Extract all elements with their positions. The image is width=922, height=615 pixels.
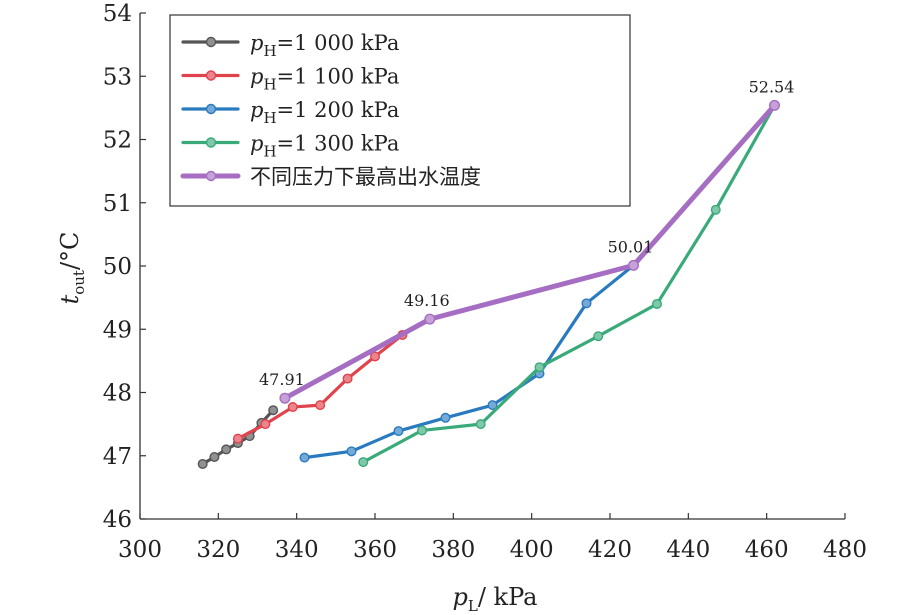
legend-label-sub: H — [263, 42, 276, 60]
legend-label: pH=1 200 kPa — [250, 98, 399, 127]
x-axis-title: pL/ kPa — [453, 583, 538, 615]
data-point — [475, 419, 486, 430]
data-point — [197, 458, 208, 469]
data-label: 47.91 — [259, 370, 305, 389]
series-4: 47.91 49.16 50.01 52.54 — [259, 77, 795, 404]
legend-label-sub: H — [263, 143, 276, 161]
series-line — [361, 103, 777, 464]
legend-label: pH=1 100 kPa — [250, 65, 399, 94]
legend-box — [169, 14, 631, 207]
x-tick-label: 420 — [588, 537, 632, 563]
data-point — [417, 425, 428, 436]
legend-swatch-marker — [205, 70, 217, 81]
legend-swatch-marker — [205, 137, 217, 148]
y-tick-label: 47 — [103, 444, 132, 470]
legend-label-main: 不同压力下最高出水温度 — [250, 165, 481, 189]
legend-swatch-marker — [205, 36, 217, 48]
data-point — [260, 419, 271, 430]
data-point — [487, 400, 498, 411]
legend-label: pH=1 300 kPa — [250, 132, 399, 161]
legend-label-rest: =1 300 kPa — [277, 132, 400, 156]
x-tick-label: 480 — [823, 537, 867, 563]
legend-label-main: p — [250, 31, 263, 55]
data-point — [534, 362, 545, 373]
data-point — [440, 412, 451, 423]
legend-label-sub: H — [263, 109, 276, 127]
data-point — [769, 99, 781, 111]
data-label: 52.54 — [749, 77, 795, 96]
y-axis-title-main: t — [56, 294, 84, 304]
y-axis-title-rest: /°C — [56, 232, 84, 270]
x-tick-label: 340 — [275, 537, 319, 563]
data-point — [710, 204, 721, 215]
y-axis-title-group: tout/°C — [56, 232, 88, 305]
x-tick-label: 320 — [196, 537, 240, 563]
y-axis-title-sub: out — [70, 270, 88, 295]
data-point — [652, 298, 663, 309]
data-label: 49.16 — [404, 291, 450, 310]
x-tick-label: 360 — [353, 537, 397, 563]
legend-label: 不同压力下最高出水温度 — [250, 165, 481, 189]
legend-label-sub: H — [263, 76, 276, 94]
x-tick-label: 300 — [118, 537, 162, 563]
legend-label-main: p — [250, 65, 263, 89]
data-point — [581, 298, 592, 309]
legend-label-rest: =1 000 kPa — [277, 31, 400, 55]
data-point — [268, 405, 279, 416]
x-tick-label: 460 — [745, 537, 789, 563]
legend-label-rest: =1 100 kPa — [277, 65, 400, 89]
x-axis-title-sub: L — [468, 597, 478, 615]
series-line — [282, 102, 777, 401]
y-tick-label: 54 — [103, 1, 132, 27]
data-point — [424, 313, 436, 325]
legend-label-main: p — [250, 98, 263, 122]
data-label: 50.01 — [608, 237, 654, 256]
x-tick-label: 380 — [431, 537, 475, 563]
series-3 — [358, 100, 780, 468]
y-tick-label: 46 — [103, 507, 132, 533]
y-tick-label: 51 — [103, 191, 132, 217]
y-tick-label: 49 — [103, 317, 132, 343]
data-point — [209, 452, 220, 463]
legend-label-rest: =1 200 kPa — [277, 98, 400, 122]
x-axis-title-rest: / kPa — [478, 583, 538, 611]
series-line — [302, 263, 636, 460]
data-point — [628, 259, 640, 271]
data-point — [287, 402, 298, 413]
legend-swatch-marker — [205, 103, 217, 115]
legend-label: pH=1 000 kPa — [250, 31, 399, 60]
x-tick-label: 440 — [666, 537, 710, 563]
y-tick-label: 52 — [103, 128, 132, 154]
y-tick-label: 50 — [103, 254, 132, 280]
legend-label-main: p — [250, 132, 263, 156]
data-point — [358, 457, 369, 468]
data-point — [232, 433, 243, 444]
data-point — [393, 426, 404, 437]
data-point — [299, 452, 310, 463]
data-point — [279, 392, 291, 404]
x-tick-label: 400 — [510, 537, 554, 563]
y-tick-label: 53 — [103, 64, 132, 90]
data-point — [342, 373, 353, 384]
legend-swatch-marker — [205, 170, 217, 182]
series-1 — [232, 329, 408, 444]
data-point — [315, 400, 326, 411]
x-axis-title-main: p — [453, 583, 468, 611]
data-point — [593, 331, 604, 342]
data-point — [370, 351, 381, 362]
y-tick-label: 48 — [103, 381, 132, 407]
y-axis-title: tout/°C — [56, 232, 88, 305]
data-point — [221, 444, 232, 455]
data-point — [346, 446, 357, 457]
